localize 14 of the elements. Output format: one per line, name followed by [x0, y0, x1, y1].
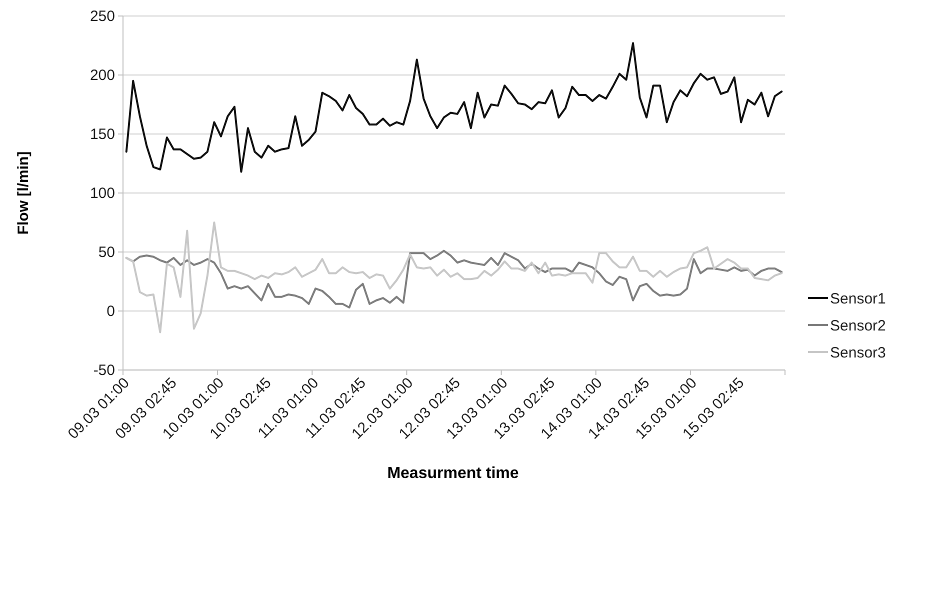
- legend-label: Sensor1: [830, 290, 886, 308]
- y-tick-label: 0: [106, 302, 115, 320]
- line-series: [125, 222, 783, 334]
- y-axis-title: Flow [l/min]: [15, 151, 32, 235]
- line-series: [125, 42, 783, 173]
- y-tick-label: 150: [90, 126, 115, 143]
- y-tick-label: 50: [98, 244, 115, 261]
- legend-label: Sensor3: [830, 344, 886, 362]
- legend-label: Sensor2: [830, 317, 886, 334]
- y-tick-label: -50: [93, 362, 115, 379]
- y-tick-label: 100: [90, 184, 115, 202]
- x-axis-title: Measurment time: [387, 465, 519, 482]
- y-tick-label: 200: [90, 66, 115, 84]
- y-tick-label: 250: [90, 8, 115, 25]
